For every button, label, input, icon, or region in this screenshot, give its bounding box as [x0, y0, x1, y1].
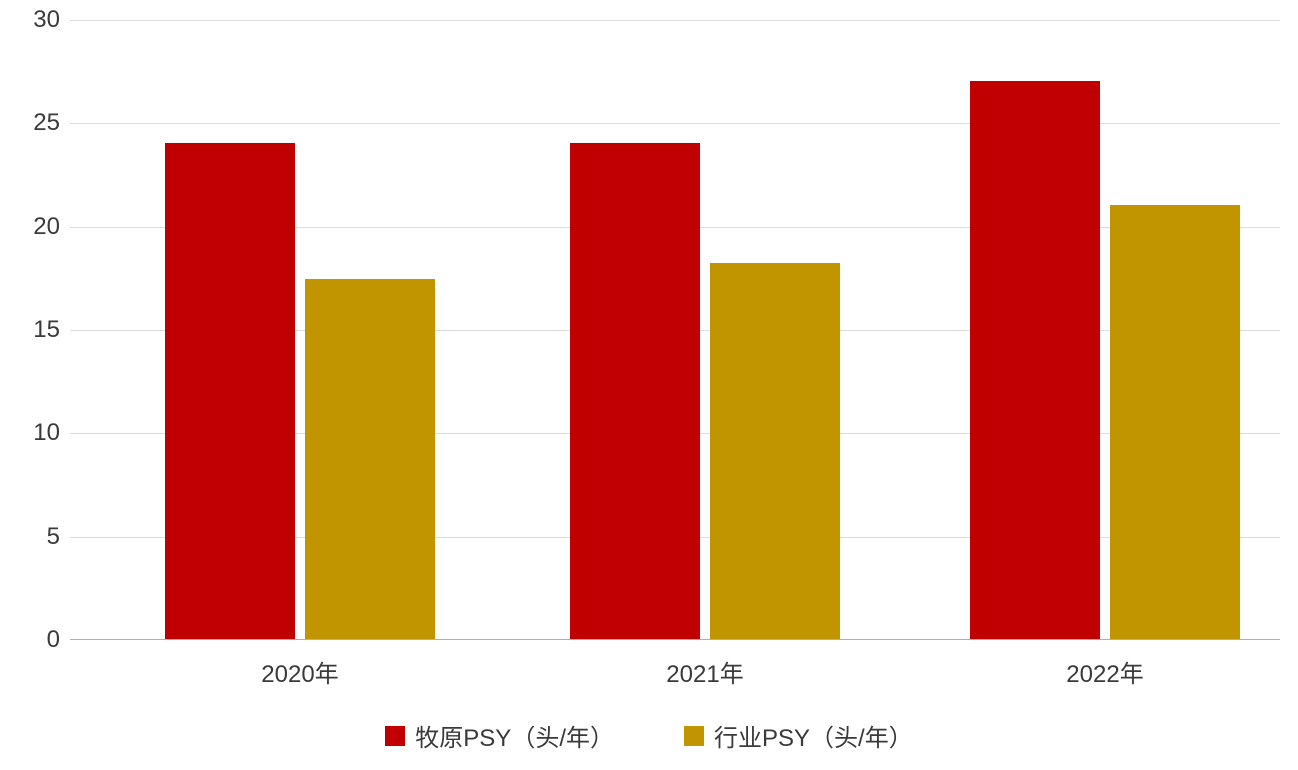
gridline	[70, 20, 1280, 21]
bar	[710, 263, 840, 639]
y-tick-label: 25	[10, 109, 60, 137]
x-tick-label: 2020年	[261, 654, 338, 689]
legend-swatch	[385, 726, 405, 746]
bar	[970, 81, 1100, 639]
legend-item: 行业PSY（头/年）	[684, 718, 913, 753]
legend-label: 行业PSY（头/年）	[714, 718, 913, 753]
y-tick-label: 30	[10, 6, 60, 34]
legend-label: 牧原PSY（头/年）	[415, 718, 614, 753]
legend-swatch	[684, 726, 704, 746]
legend: 牧原PSY（头/年） 行业PSY（头/年）	[0, 718, 1298, 753]
y-tick-label: 5	[10, 523, 60, 551]
y-tick-label: 10	[10, 419, 60, 447]
y-tick-label: 0	[10, 626, 60, 654]
x-tick-label: 2021年	[666, 654, 743, 689]
bar	[570, 143, 700, 639]
plot-area	[70, 20, 1280, 640]
bar	[305, 279, 435, 639]
y-tick-label: 20	[10, 213, 60, 241]
legend-item: 牧原PSY（头/年）	[385, 718, 614, 753]
x-tick-label: 2022年	[1066, 654, 1143, 689]
psy-bar-chart: 牧原PSY（头/年） 行业PSY（头/年） 0 5 10 15 20 25 30 2020年 20…	[0, 0, 1298, 770]
bar	[1110, 205, 1240, 639]
bar	[165, 143, 295, 639]
y-tick-label: 15	[10, 316, 60, 344]
